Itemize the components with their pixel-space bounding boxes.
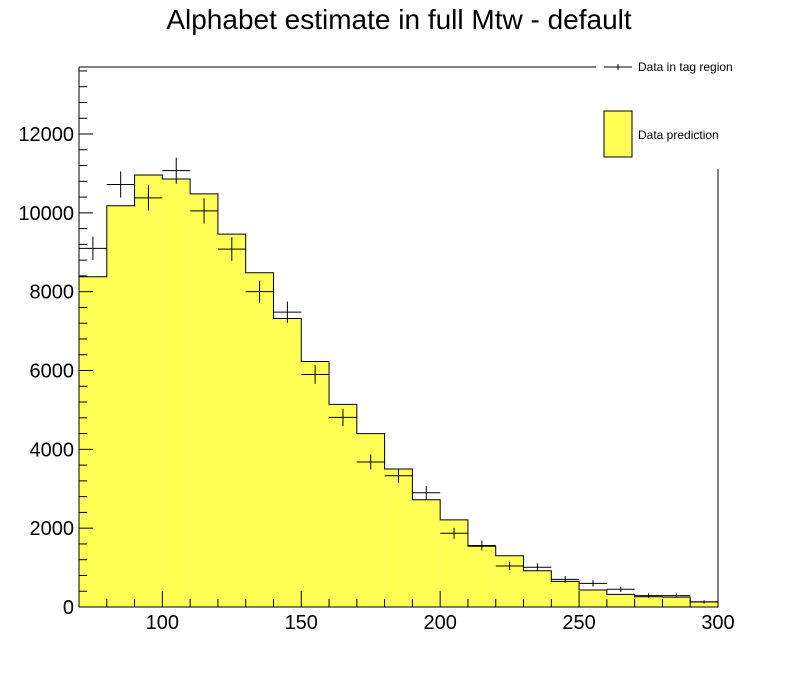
- histogram-bar: [412, 499, 441, 607]
- y-tick-label: 8000: [30, 282, 75, 304]
- x-tick-label: 100: [146, 612, 179, 634]
- data-point: [301, 364, 330, 384]
- y-tick-label: 6000: [30, 361, 75, 383]
- x-tick-label: 150: [285, 612, 318, 634]
- x-tick-label: 300: [701, 612, 734, 634]
- data-point: [634, 593, 663, 598]
- data-point: [495, 562, 524, 570]
- data-point: [356, 454, 385, 470]
- chart-title: Alphabet estimate in full Mtw - default: [166, 4, 632, 35]
- data-point: [440, 527, 468, 539]
- histogram-bar: [162, 178, 191, 608]
- legend-label-data: Data in tag region: [638, 60, 733, 74]
- histogram-bar: [190, 193, 218, 607]
- data-point: [606, 586, 635, 593]
- histogram-bar: [551, 581, 580, 607]
- data-point: [79, 236, 107, 261]
- data-point: [217, 237, 246, 261]
- histogram-bar: [245, 272, 274, 607]
- histogram-bar: [634, 596, 663, 607]
- histogram-bar: [134, 175, 163, 607]
- y-tick-label: 12000: [18, 124, 74, 146]
- legend-label-prediction: Data prediction: [638, 128, 719, 142]
- histogram-bar: [690, 601, 718, 607]
- histogram-bar: [662, 597, 691, 607]
- legend-swatch-prediction: [603, 110, 633, 158]
- legend-entry-prediction: Data prediction: [603, 110, 719, 158]
- histogram-bar: [79, 276, 107, 607]
- legend-entry-data: Data in tag region: [604, 60, 733, 74]
- data-point: [190, 198, 218, 224]
- data-point: [523, 563, 552, 572]
- data-point: [162, 157, 191, 184]
- histogram-bar: [523, 570, 552, 607]
- x-tick-label: 200: [423, 612, 456, 634]
- data-point: [467, 540, 496, 551]
- histogram-bar: [217, 234, 246, 607]
- histogram-bar: [301, 361, 330, 607]
- data-point: [579, 580, 607, 587]
- data-point: [412, 485, 441, 500]
- histogram-bar: [384, 469, 413, 607]
- data-point: [551, 576, 580, 583]
- data-point: [245, 280, 274, 303]
- y-tick-label: 2000: [30, 518, 75, 540]
- histogram-bar: [273, 318, 302, 607]
- histogram-bar: [579, 590, 607, 607]
- histogram-bar: [106, 205, 135, 608]
- data-point: [273, 301, 302, 323]
- data-point: [690, 600, 718, 604]
- data-point: [134, 185, 163, 211]
- histogram-bar: [467, 546, 496, 607]
- data-point: [662, 593, 691, 598]
- y-tick-label: 4000: [30, 439, 75, 461]
- y-tick-label: 0: [63, 597, 74, 619]
- data-point: [384, 468, 413, 483]
- histogram-bar: [606, 594, 635, 607]
- histogram-bar: [329, 404, 357, 607]
- data-point: [106, 171, 135, 198]
- y-tick-label: 10000: [18, 203, 74, 225]
- x-tick-label: 250: [562, 612, 595, 634]
- data-point: [329, 408, 357, 427]
